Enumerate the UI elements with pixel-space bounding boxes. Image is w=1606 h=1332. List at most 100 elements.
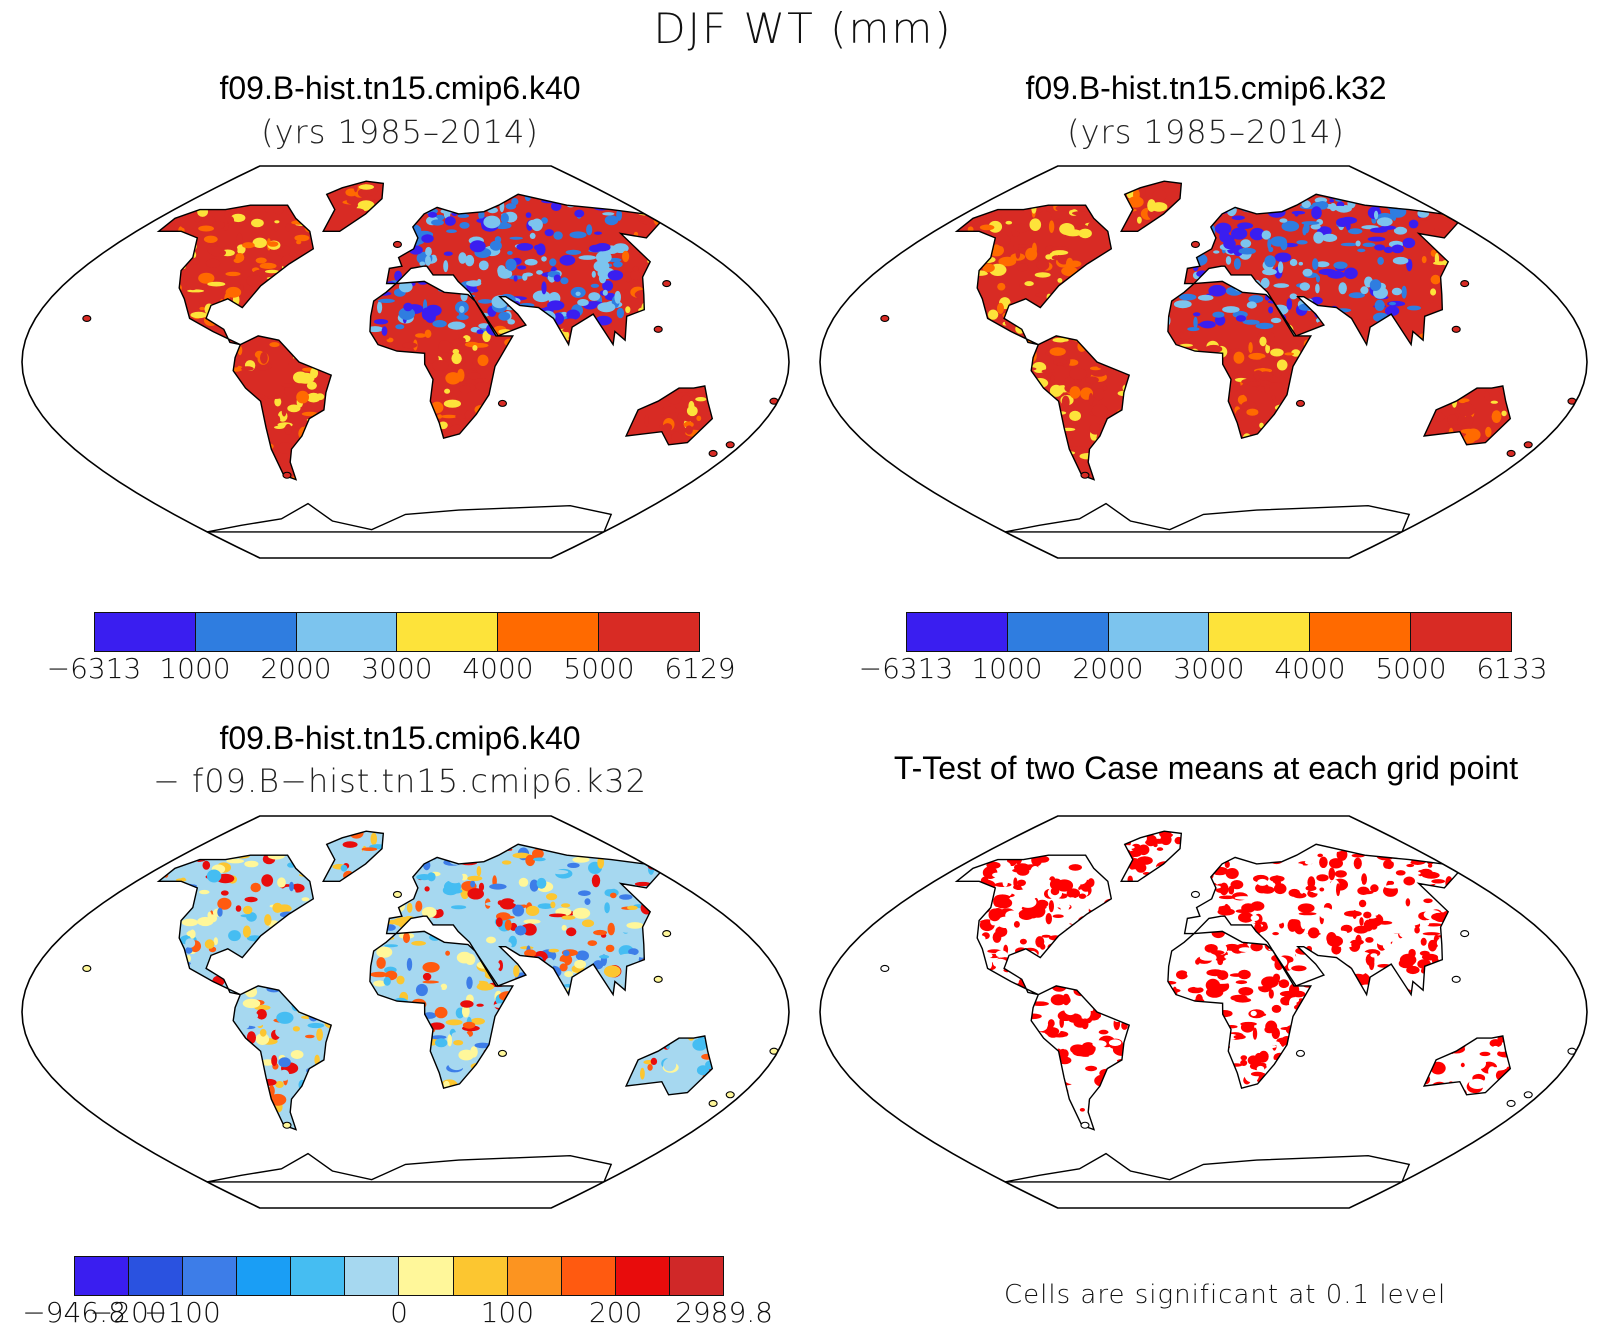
colorbar-tick-label: 2989.8 (675, 1296, 773, 1329)
coastline-australia (1422, 1035, 1512, 1096)
coastline-northamerica (156, 854, 315, 996)
coastline-southamerica (1030, 335, 1131, 481)
coastline-antarctica (206, 502, 613, 533)
panel3-map (21, 815, 790, 1209)
continent-antarctica (1005, 503, 1410, 532)
colorbar-tick-label: 0 (390, 1296, 408, 1329)
island (1080, 471, 1090, 479)
island (1295, 399, 1306, 407)
colorbar-tick-label: 3000 (1173, 652, 1245, 685)
continent-antarctica (207, 503, 612, 532)
panel3-colorbar (74, 1256, 724, 1296)
panel1-title: f09.B-hist.tn15.cmip6.k40 (219, 70, 581, 106)
coastline-eurasia (1183, 843, 1460, 997)
island (880, 964, 890, 972)
island (725, 441, 735, 449)
colorbar-tick-label: 200 (588, 1296, 643, 1329)
colorbar-segment (95, 613, 196, 651)
colorbar-tick-label: −100 (143, 1296, 221, 1329)
island (725, 1091, 735, 1099)
coastline-africa (1167, 280, 1313, 440)
coastline-australia (624, 1035, 714, 1096)
panel1-colorbar (94, 612, 700, 652)
coastline-africa (369, 280, 515, 440)
island (1080, 1121, 1090, 1129)
island (1451, 975, 1461, 983)
coastline-greenland (322, 830, 385, 882)
island (880, 314, 890, 322)
continent-antarctica (207, 1153, 612, 1182)
island (1506, 1099, 1516, 1108)
coastline-antarctica (206, 1152, 613, 1183)
panel3-title: f09.B-hist.tn15.cmip6.k40 (219, 720, 581, 756)
coastline-australia (1422, 385, 1512, 446)
colorbar-tick-label: 3000 (361, 652, 433, 685)
colorbar-segment (397, 613, 499, 651)
island (653, 325, 663, 333)
island (497, 399, 508, 407)
panel1-map (21, 165, 790, 559)
panel4-map (819, 815, 1588, 1209)
island (1523, 1091, 1533, 1099)
island (662, 930, 672, 938)
colorbar-segment (129, 1257, 184, 1295)
colorbar-tick-label: −6313 (858, 652, 954, 685)
figure-title: DJF WT (mm) (653, 4, 953, 53)
island (653, 975, 663, 983)
colorbar-tick-label: 1000 (971, 652, 1043, 685)
coastline-africa (369, 930, 515, 1090)
colorbar-tick-label: 6129 (664, 652, 736, 685)
panel3-subtitle: − f09.B−hist.tn15.cmip6.k32 (153, 762, 647, 800)
colorbar-segment (599, 613, 699, 651)
colorbar-tick-label: −200 (89, 1296, 167, 1329)
panel1-subtitle: (yrs 1985–2014) (261, 113, 539, 151)
colorbar-tick-label: 2000 (1072, 652, 1144, 685)
coastline-antarctica (1004, 502, 1411, 533)
colorbar-segment (1310, 613, 1412, 651)
continent-antarctica (1005, 1153, 1410, 1182)
island (708, 1099, 718, 1108)
coastline-eurasia (385, 843, 662, 997)
panel2-subtitle: (yrs 1985–2014) (1067, 113, 1345, 151)
island (1451, 325, 1461, 333)
colorbar-segment (399, 1257, 454, 1295)
colorbar-tick-label: 2000 (260, 652, 332, 685)
coastline-southamerica (232, 985, 333, 1131)
colorbar-segment (615, 1257, 670, 1295)
island (1460, 280, 1470, 288)
coastline-northamerica (954, 204, 1113, 346)
panel2-colorbar-labels: −6313 1000 2000 3000 4000 5000 6133 (859, 652, 1548, 688)
coastline-greenland (1120, 180, 1183, 232)
island (662, 280, 672, 288)
coastline-greenland (322, 180, 385, 232)
coastline-australia (624, 385, 714, 446)
colorbar-segment (291, 1257, 346, 1295)
coastline-northamerica (954, 854, 1113, 996)
island (708, 449, 718, 458)
coastline-greenland (1120, 830, 1183, 882)
island (1295, 1049, 1306, 1057)
colorbar-tick-label: −6313 (46, 652, 142, 685)
continent-southamerica (233, 335, 332, 480)
island (1190, 890, 1200, 898)
island (497, 1049, 508, 1057)
island (1460, 930, 1470, 938)
coastline-eurasia (1183, 193, 1460, 347)
island (1506, 449, 1516, 458)
colorbar-segment (507, 1257, 562, 1295)
colorbar-tick-label: 4000 (462, 652, 534, 685)
panel4-title: T-Test of two Case means at each grid po… (893, 750, 1519, 786)
island (82, 964, 92, 972)
colorbar-tick-label: 5000 (563, 652, 635, 685)
island (392, 240, 402, 248)
coastline-northamerica (156, 204, 315, 346)
island (282, 471, 292, 479)
panel2-colorbar (906, 612, 1512, 652)
panel2-map (819, 165, 1588, 559)
coastline-southamerica (1030, 985, 1131, 1131)
island (1190, 240, 1200, 248)
colorbar-segment (195, 613, 297, 651)
map-frame (21, 815, 790, 1209)
continent-southamerica (1031, 335, 1130, 480)
